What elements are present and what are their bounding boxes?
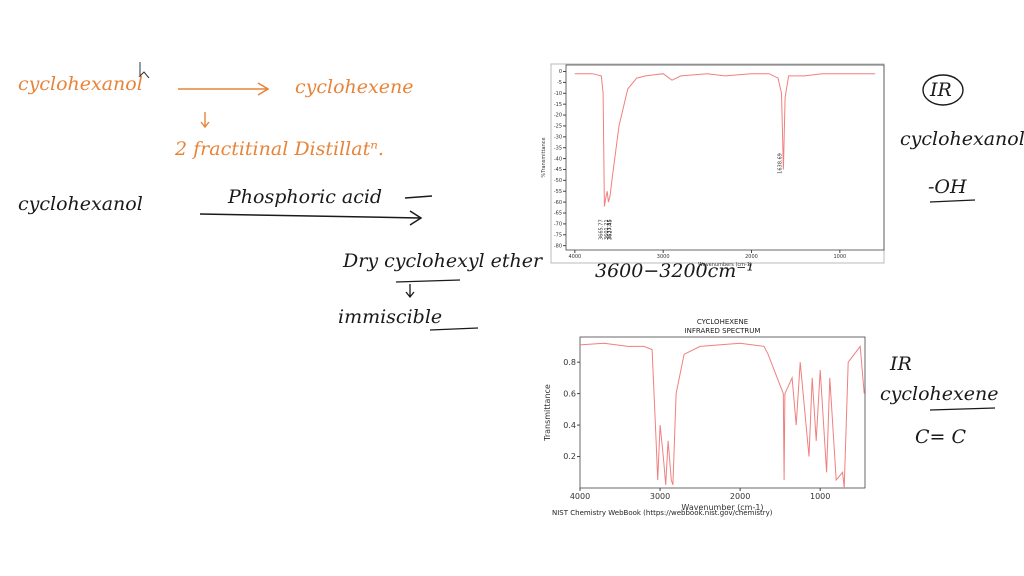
y-tick-label: 0.6: [563, 389, 576, 398]
plot-area: [565, 64, 885, 251]
x-tick-label: 3000: [650, 492, 670, 501]
note: immiscible: [338, 306, 442, 328]
y-tick-label: -50: [554, 178, 562, 184]
x-axis-label: Wavenumbers (cm-1): [698, 262, 752, 268]
y-tick-label: 0.8: [563, 358, 576, 367]
note: C= C: [915, 426, 966, 448]
y-tick-label: -75: [554, 232, 562, 238]
y-tick-label: 0.4: [563, 421, 576, 430]
y-tick-label: -30: [554, 134, 562, 140]
y-tick-label: -55: [554, 189, 562, 195]
chart-subtitle: INFRARED SPECTRUM: [685, 327, 761, 335]
note: cyclohexene: [295, 76, 413, 98]
y-tick-label: -80: [554, 243, 562, 249]
circle: [922, 74, 964, 106]
y-tick-label: -10: [554, 91, 562, 97]
y-tick-label: -20: [554, 113, 562, 119]
x-tick-label: 2000: [745, 254, 758, 260]
peak-label: 3601.21: [604, 219, 610, 240]
note: cyclohexanol: [18, 73, 143, 95]
note: IR: [889, 353, 912, 375]
underline: [395, 279, 479, 331]
spectrum: 4000 3000 2000 1000 0 -5 -10 -15 -20 -25 -30 -35 -40…: [541, 64, 885, 268]
note: Phosphoric acid: [227, 186, 382, 208]
underline: [929, 407, 996, 411]
spectrum-line: [574, 73, 876, 207]
note: cyclohexanol: [900, 128, 1024, 150]
y-tick-label: -15: [554, 102, 562, 108]
y-tick-label: 0.2: [563, 452, 576, 461]
arrow: [199, 195, 433, 226]
note: Dry cyclohexyl ether: [342, 250, 544, 272]
chart-title: CYCLOHEXENE: [697, 318, 748, 326]
y-tick-label: -35: [554, 145, 562, 151]
y-tick-label: -5: [557, 80, 562, 86]
spectrum-line: [579, 342, 865, 489]
note: IR: [929, 79, 952, 101]
y-tick-label: -65: [554, 211, 562, 217]
arrow: [178, 82, 270, 96]
y-tick-label: 0: [559, 69, 562, 75]
x-tick-label: 4000: [568, 254, 581, 260]
y-tick-label: -70: [554, 222, 562, 228]
y-axis-label: %Transmittance: [541, 137, 547, 177]
peak-label: 3627.45: [608, 219, 614, 240]
x-tick-label: 1000: [810, 492, 830, 501]
x-tick-label: 1000: [833, 254, 846, 260]
underline: [929, 199, 976, 203]
x-tick-label: 3000: [657, 254, 670, 260]
y-tick-label: -40: [554, 156, 562, 162]
note: cyclohexene: [880, 383, 998, 405]
y-tick-label: -60: [554, 200, 562, 206]
peak-label: 3665.77: [598, 219, 604, 240]
arrow: [200, 112, 210, 129]
peak-label: 3633.85: [607, 219, 613, 240]
x-tick-label: 4000: [570, 492, 590, 501]
y-tick-label: -25: [554, 124, 562, 130]
y-axis-label: Transmittance: [543, 384, 552, 442]
notes: cyclohexanol cyclohexene 2 fractitinal D…: [18, 62, 1024, 448]
note: 3600−3200cm⁻¹: [595, 260, 754, 282]
spectrum: 4000 3000 2000 1000 0.2 0.4 0.6 0.8 Wavenumber (…: [543, 318, 866, 517]
cursor: [139, 62, 150, 79]
x-tick-label: 2000: [730, 492, 750, 501]
plot-area: [579, 336, 866, 489]
caption: NIST Chemistry WebBook (https://webbook.…: [552, 509, 773, 517]
note: -OH: [928, 176, 967, 198]
x-axis-label: Wavenumber (cm-1): [681, 503, 763, 512]
y-tick-label: -45: [554, 167, 562, 173]
note: cyclohexanol: [18, 193, 143, 215]
peak-label: 1638.69: [777, 153, 783, 174]
note: 2 fractitinal Distillatⁿ.: [174, 138, 384, 160]
